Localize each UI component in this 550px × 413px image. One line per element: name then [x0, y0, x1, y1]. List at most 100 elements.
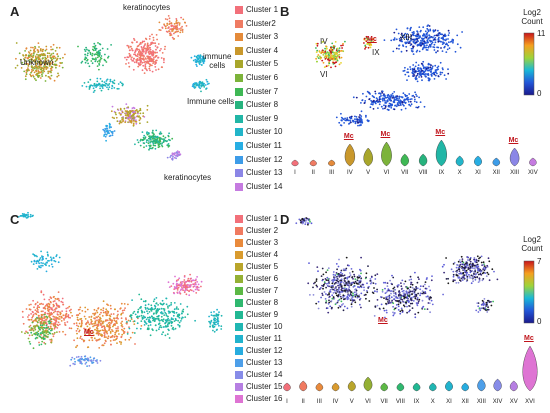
- violin-d-tick-6: VI: [365, 399, 371, 405]
- violin-b-tick-1: I: [294, 170, 296, 176]
- legend-a-item-14: Cluster 14: [246, 181, 283, 191]
- legend-a-swatch-13: [235, 169, 243, 178]
- expression-points-d: [295, 217, 499, 319]
- violin-b-tick-10: X: [457, 170, 462, 176]
- umap-plot-a: [14, 15, 210, 161]
- violin-b-violin-6: [381, 141, 392, 167]
- annotation-unknown: Unknown: [20, 58, 54, 67]
- legend-a-swatch-5: [235, 60, 243, 69]
- umap-points-c: [17, 211, 223, 367]
- violin-d-tick-13: XIII: [476, 399, 486, 405]
- violin-b-violin-4: [344, 143, 356, 167]
- violin-d-tick-12: XII: [461, 399, 469, 405]
- legend-c-swatch-15: [235, 383, 243, 391]
- legend-a-swatch-4: [235, 46, 243, 55]
- legend-c-item-1: Cluster 1: [246, 214, 279, 223]
- legend-a-swatch-8: [235, 101, 243, 110]
- legend-a-swatch-7: [235, 87, 243, 96]
- legend-c-item-5: Cluster 5: [246, 262, 279, 271]
- legend-c-swatch-3: [235, 239, 243, 247]
- panel-a: A keratinocytes Unknown immune cells Immu…: [0, 0, 282, 206]
- legend-a-item-11: Cluster 11: [246, 141, 282, 150]
- violin-b-tick-6: VI: [383, 170, 390, 176]
- legend-a-swatch-11: [235, 142, 243, 150]
- umap-points-a: [14, 15, 210, 161]
- legend-c-swatch-6: [235, 275, 243, 283]
- colorbar-title-d: Log2 Count: [515, 235, 549, 253]
- legend-c-swatch-16: [235, 395, 243, 403]
- colorbar-title-log2-d: Log2: [523, 235, 541, 244]
- violin-d-violin-11: [445, 380, 453, 392]
- cluster-label-ix: IX: [372, 48, 380, 57]
- legend-c-item-8: Cluster 8: [246, 298, 279, 307]
- violin-b-tick-4: IV: [347, 170, 353, 176]
- violin-b-mc-label-9: Mc: [435, 129, 446, 136]
- violin-d-tick-10: X: [430, 399, 435, 405]
- legend-c-swatch-9: [235, 311, 243, 319]
- legend-a-item-8: Cluster 8: [246, 100, 279, 110]
- panel-label-c: C: [10, 212, 20, 227]
- panel-b: B IV VI IX XIII Mc Log2 Count 11 0 I II III…: [275, 0, 550, 206]
- mc-label-c: Mc: [84, 329, 94, 336]
- violin-b-tick-5: V: [366, 170, 371, 176]
- violin-b-violin-8: [418, 153, 428, 167]
- violin-d-violin-5: [347, 380, 356, 392]
- colorbar-min-b: 0: [537, 89, 542, 98]
- colorbar-title-count: Count: [521, 17, 543, 26]
- violin-d-violin-4: [331, 382, 340, 392]
- violin-d-violin-1: [283, 382, 291, 392]
- legend-c-item-7: Cluster 7: [246, 286, 279, 295]
- colorbar-max-b: 11: [537, 29, 546, 38]
- colorbar-b: [523, 32, 535, 96]
- violin-d-tick-7: VII: [380, 399, 388, 405]
- legend-a-item-7: Cluster 7: [246, 86, 279, 96]
- expression-umap-d: [295, 217, 499, 319]
- legend-c-swatch-5: [235, 263, 243, 271]
- colorbar-max-d: 7: [537, 257, 542, 266]
- violin-b-violin-10: [455, 155, 464, 167]
- legend-a-item-10: Cluster 10: [246, 127, 283, 137]
- legend-c-swatch-4: [235, 251, 243, 259]
- expression-points-b: [315, 24, 463, 127]
- violin-b-violin-3: [328, 159, 336, 167]
- legend-c-swatch-8: [235, 299, 243, 307]
- violin-d-violin-10: [429, 382, 437, 392]
- colorbar-d: [523, 260, 535, 324]
- violin-d-tick-4: IV: [332, 399, 339, 405]
- legend-c-swatch-1: [235, 215, 243, 223]
- panel-d: D Mc Log2 Count 7 0 I II III IV V VI VII VIII IX X…: [275, 206, 550, 413]
- colorbar-min-d: 0: [537, 317, 542, 326]
- violin-d-tick-14: XIV: [492, 399, 503, 405]
- legend-c-item-16: Cluster 16: [246, 394, 283, 403]
- violin-d-violin-7: [380, 382, 388, 392]
- legend-a-swatch-10: [235, 128, 243, 137]
- legend-c-item-3: Cluster 3: [246, 238, 279, 247]
- legend-c-item-11: Cluster 11: [246, 334, 282, 343]
- annotation-keratinocytes-bottom: keratinocytes: [164, 173, 212, 182]
- violin-b-violin-13: [509, 147, 520, 167]
- violin-d-tick-3: III: [316, 399, 322, 405]
- violin-d-tick-9: IX: [413, 399, 420, 405]
- legend-c-swatch-14: [235, 371, 243, 379]
- legend-c-swatch-10: [235, 323, 243, 331]
- colorbar-title-count-d: Count: [521, 244, 543, 253]
- legend-c-swatch-12: [235, 347, 243, 355]
- legend-c-swatch-2: [235, 227, 243, 235]
- legend-c-item-12: Cluster 12: [246, 346, 283, 355]
- umap-plot-c: [17, 211, 223, 367]
- violin-d-violin-6: [363, 376, 373, 392]
- violin-b-tick-3: III: [329, 170, 335, 176]
- legend-a-item-13: Cluster 13: [246, 168, 283, 178]
- violin-d-violin-12: [461, 382, 469, 392]
- panel-label-a: A: [10, 4, 20, 19]
- annotation-immune-word: immune: [203, 52, 232, 61]
- legend-c-swatch-11: [235, 335, 243, 343]
- violin-plot-d: [283, 345, 538, 392]
- legend-c-item-2: Cluster 2: [246, 226, 279, 235]
- legend-c-item-14: Cluster 14: [246, 370, 283, 379]
- mc-label-umap-d: Mc: [378, 317, 388, 324]
- legend-c: Cluster 1 Cluster 2 Cluster 3 Cluster 4 Clus…: [235, 214, 282, 410]
- violin-b-tick-9: IX: [438, 170, 445, 176]
- panel-label-b: B: [280, 4, 290, 19]
- legend-c-item-10: Cluster 10: [246, 322, 283, 331]
